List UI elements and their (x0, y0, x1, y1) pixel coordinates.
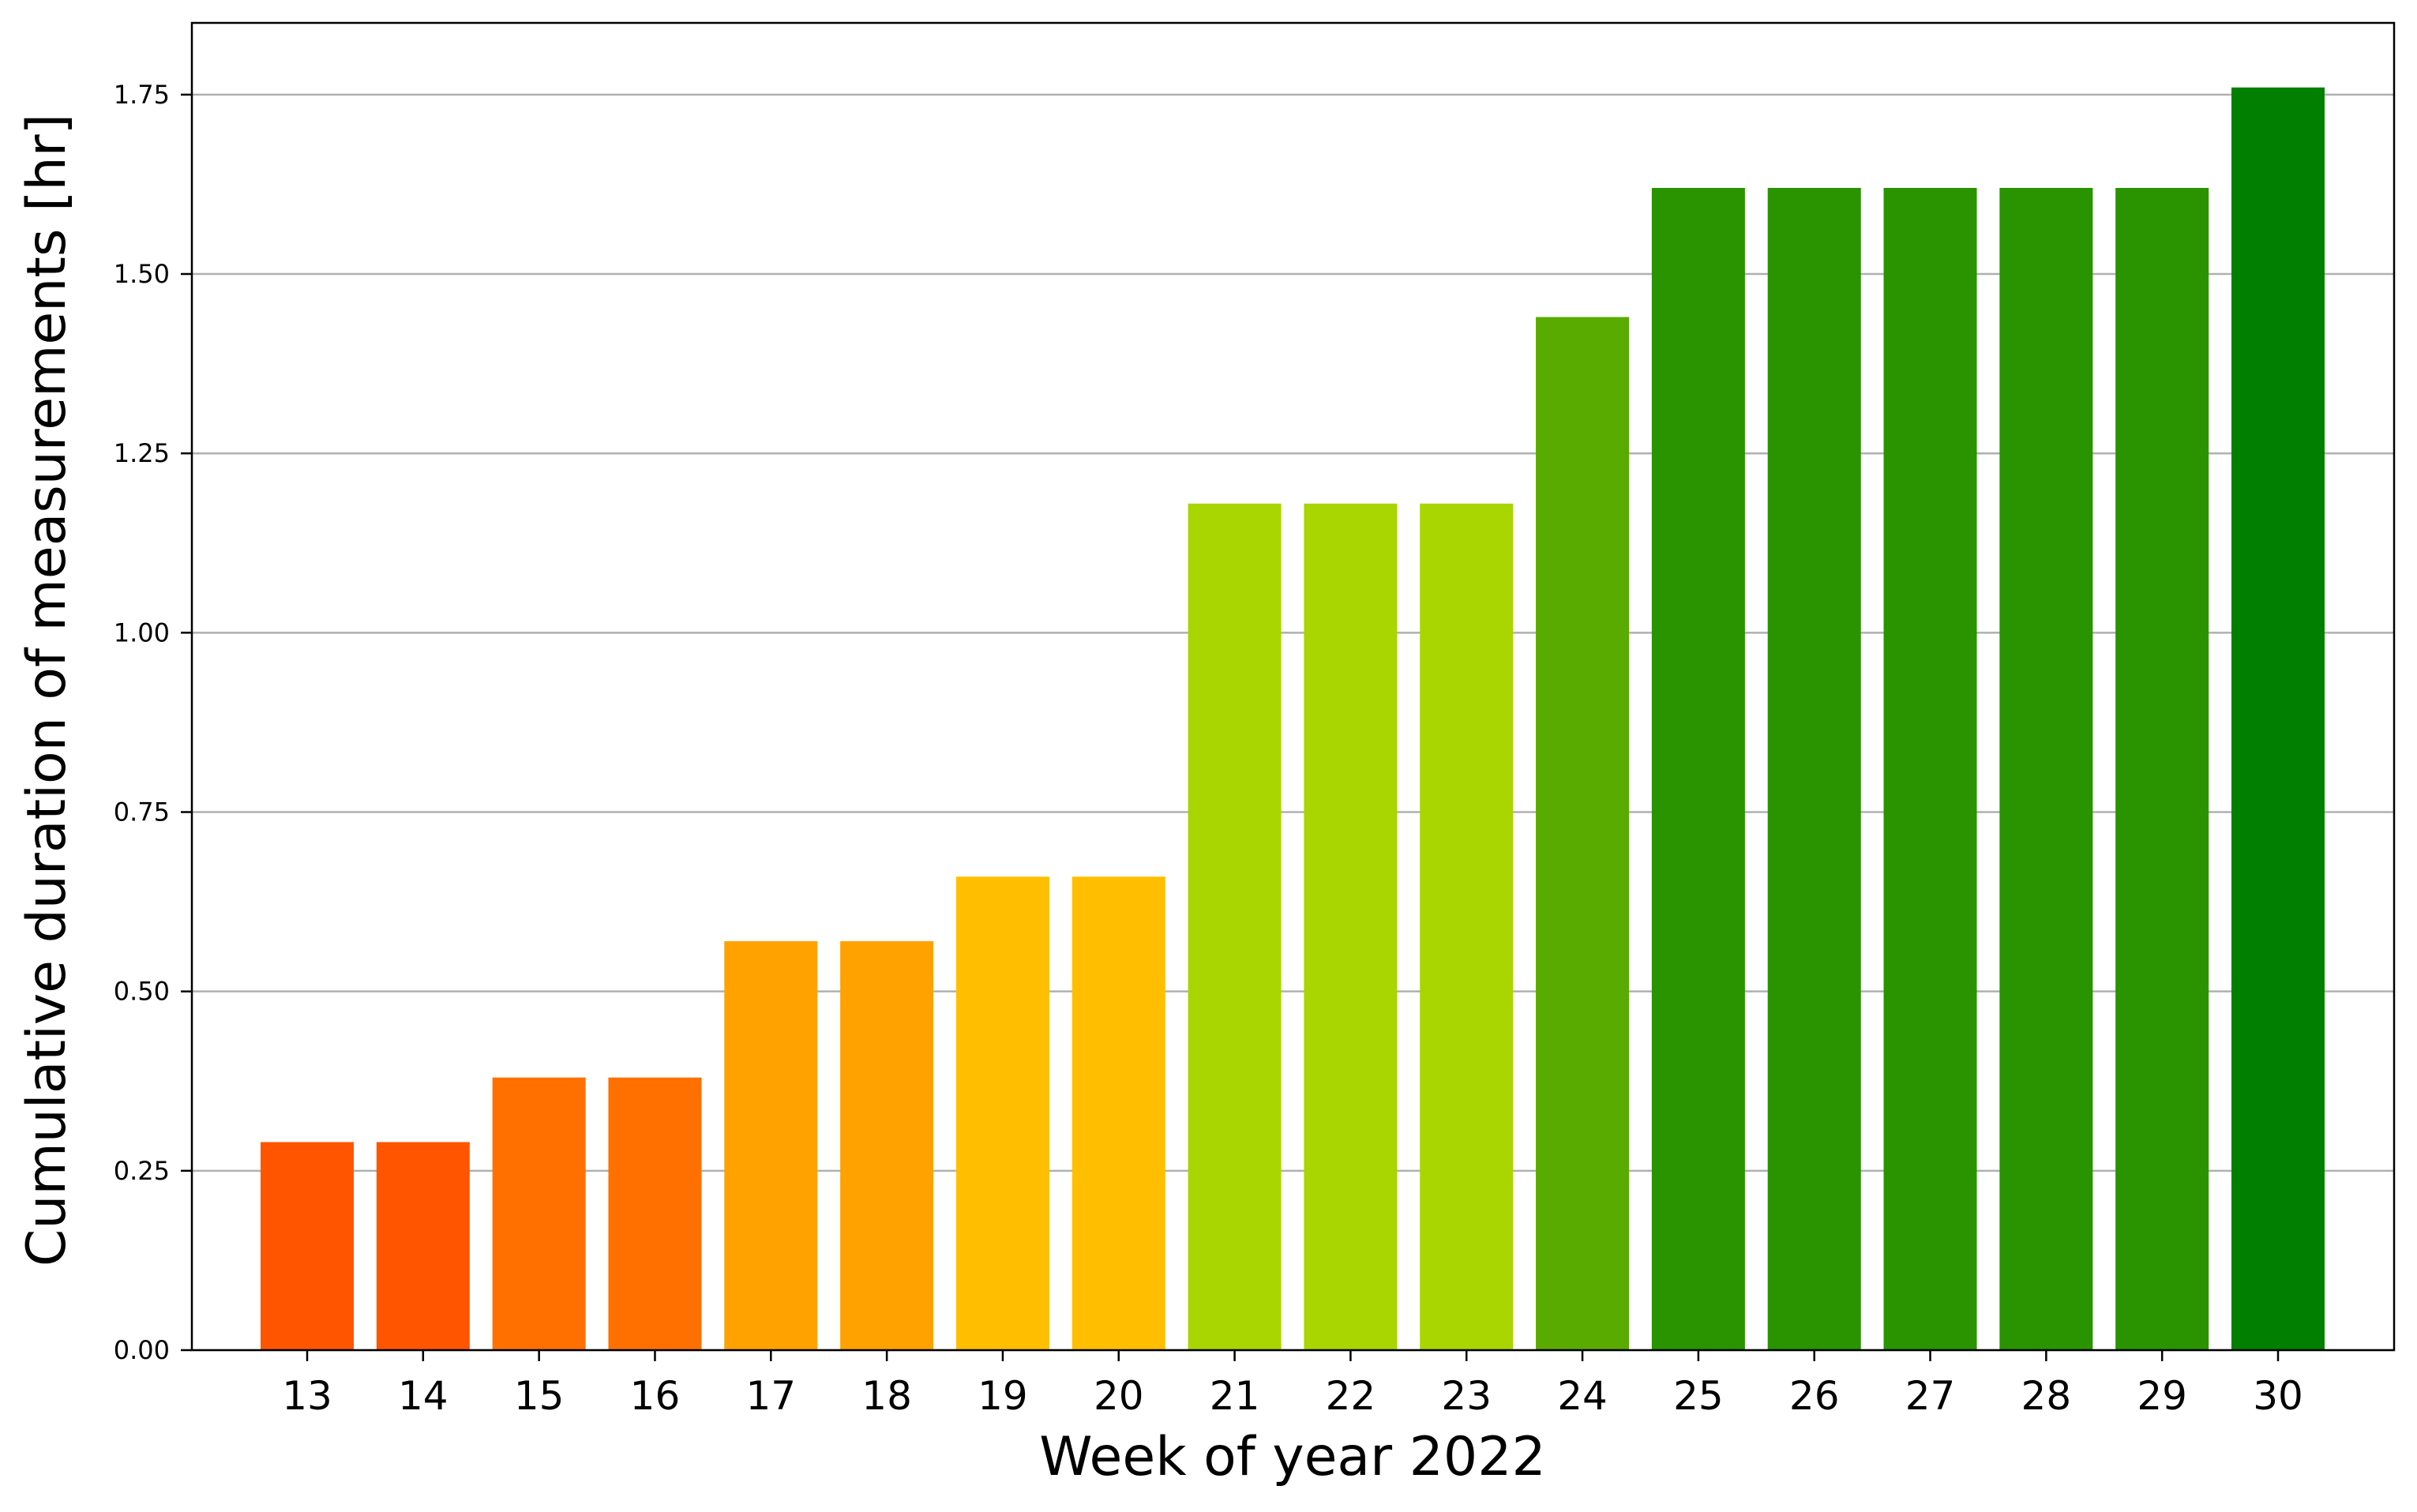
y-tick-label: 0.25 (114, 1156, 170, 1186)
bar-week-20 (1072, 876, 1165, 1350)
y-tick-label: 1.25 (114, 438, 170, 468)
x-axis-label: Week of year 2022 (1039, 1426, 1545, 1488)
plot-frame (190, 21, 2396, 1352)
x-tick-label: 23 (1441, 1373, 1492, 1419)
bar-week-23 (1420, 503, 1514, 1350)
x-tick-label: 21 (1210, 1373, 1260, 1419)
x-tick-label: 16 (630, 1373, 681, 1419)
y-tick-label: 0.50 (114, 977, 170, 1007)
bar-week-25 (1651, 187, 1745, 1351)
y-tick-label: 1.75 (114, 80, 170, 110)
x-tick-label: 15 (514, 1373, 565, 1419)
x-tick-label: 25 (1673, 1373, 1724, 1419)
y-axis-label: Cumulative duration of measurements [hr] (16, 114, 78, 1266)
bar-week-14 (376, 1142, 470, 1350)
bar-week-17 (724, 941, 818, 1350)
x-tick-label: 30 (2253, 1373, 2303, 1419)
x-tick-label: 13 (282, 1373, 332, 1419)
bar-week-21 (1188, 503, 1282, 1350)
x-tick-label: 18 (861, 1373, 912, 1419)
bar-week-16 (608, 1077, 702, 1350)
bar-week-29 (2115, 187, 2209, 1351)
x-tick-label: 17 (745, 1373, 796, 1419)
bar-week-24 (1536, 317, 1630, 1351)
x-tick-label: 24 (1557, 1373, 1608, 1419)
bar-week-27 (1883, 187, 1977, 1351)
x-tick-label: 26 (1789, 1373, 1840, 1419)
bar-week-28 (1999, 187, 2093, 1351)
bar-week-18 (840, 941, 934, 1350)
x-axis-ticks: 13 14 15 16 17 18 19 20 21 22 23 24 25 26 27 28 29 30 (282, 1350, 2303, 1419)
x-tick-label: 19 (978, 1373, 1028, 1419)
bar-week-19 (955, 876, 1049, 1350)
bar-week-30 (2231, 87, 2325, 1351)
bars (261, 87, 2325, 1351)
bar-week-26 (1767, 187, 1861, 1351)
x-tick-label: 27 (1905, 1373, 1956, 1419)
x-tick-label: 22 (1326, 1373, 1376, 1419)
x-tick-label: 28 (2021, 1373, 2072, 1419)
y-tick-label: 1.00 (114, 617, 170, 647)
x-tick-label: 20 (1094, 1373, 1144, 1419)
bar-week-15 (492, 1077, 586, 1350)
y-tick-label: 0.75 (114, 797, 170, 827)
y-tick-label: 1.50 (114, 259, 170, 289)
bar-week-22 (1304, 503, 1398, 1350)
x-tick-label: 14 (398, 1373, 448, 1419)
x-tick-label: 29 (2137, 1373, 2187, 1419)
y-tick-label: 0.00 (114, 1335, 170, 1365)
y-axis-ticks: 0.00 0.25 0.50 0.75 1.00 1.25 1.50 1.75 (114, 80, 192, 1365)
bar-week-13 (261, 1142, 354, 1350)
